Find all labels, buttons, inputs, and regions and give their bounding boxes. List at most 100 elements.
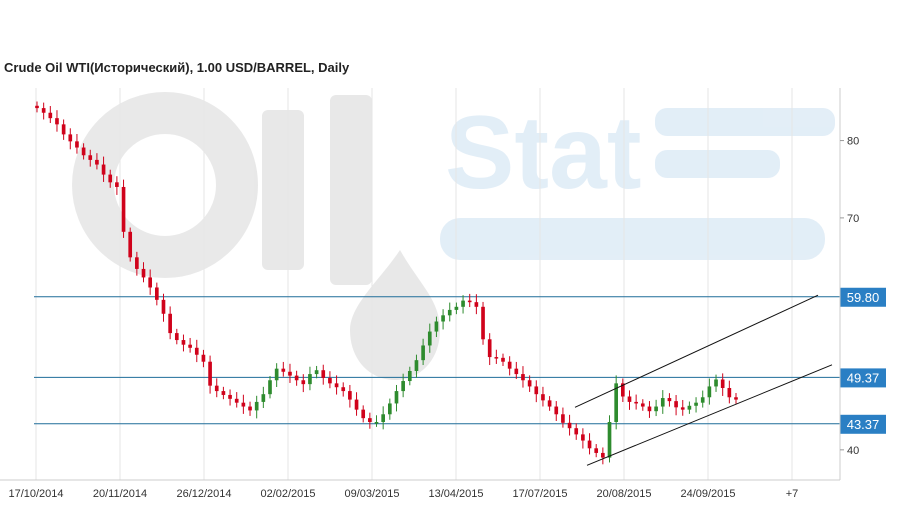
candle-body [48,112,53,119]
candle-body [667,398,672,402]
candle-body [514,368,519,375]
watermark-l-icon [330,95,372,285]
x-tick-label: +7 [786,488,799,500]
candle-body [541,394,545,401]
candle-body [487,339,492,358]
candle-body [288,371,292,376]
candle-body [567,422,572,429]
x-tick-label: 20/11/2014 [93,488,147,500]
level-label-box [840,414,886,434]
x-tick-label: 09/03/2015 [344,488,399,500]
candle-body [128,231,133,258]
x-tick-label: 17/10/2014 [8,488,63,500]
candle-body [654,406,658,412]
candle-body [301,380,306,385]
candle-body [561,414,565,423]
watermark-i-icon [262,110,304,270]
candle-body [481,306,485,340]
axes: 17/10/2014 20/11/2014 26/12/2014 02/02/2015… [0,88,859,500]
candle-body [521,374,525,381]
candle-body [268,380,272,395]
candle-body [341,387,346,392]
candle-body [174,333,179,341]
x-tick-label: 02/02/2015 [260,488,315,500]
candle-body [348,391,352,400]
candle-body [694,402,698,406]
candle-body [81,147,86,156]
candle-body [334,383,339,388]
watermark: Stat [72,92,835,380]
candle-body [421,345,425,361]
candle-body [221,391,226,395]
candle-body [354,399,359,410]
candle-body [507,361,512,369]
gridlines [35,88,793,480]
candle-body [374,422,379,424]
candle-body [714,379,718,387]
candle-body [294,375,299,381]
candle-body [194,347,199,355]
level-label: 43.37 [847,417,880,432]
candle-body [108,174,113,183]
candle-body [427,331,432,346]
candle-body [601,452,605,458]
level-label: 49.37 [847,370,880,385]
candle-body [328,377,332,384]
candle-body [640,403,645,407]
candle-body [547,400,552,407]
candle-body [434,321,439,332]
candles [35,101,738,465]
candle-body [254,401,259,411]
candle-body [181,340,186,345]
candle-body [707,386,712,398]
candle-body [261,394,266,402]
candle-body [447,309,452,316]
candle-body [534,386,539,395]
candle-body [161,299,166,314]
candle-body [594,448,599,453]
candle-body [148,277,153,288]
candle-body [401,381,405,392]
candle-body [581,434,585,441]
x-tick-label: 24/09/2015 [680,488,735,500]
watermark-stat-text: Stat [445,95,641,211]
watermark-o-icon [72,92,258,278]
candle-body [141,268,146,278]
candle-body [454,306,459,310]
candle-body [55,118,59,125]
chart-title: Crude Oil WTI(Исторический), 1.00 USD/BA… [4,60,350,75]
candle-body [101,164,106,175]
candle-body [554,406,559,415]
candle-body [95,159,99,165]
candle-body [168,313,172,334]
candle-body [680,407,685,410]
candle-body [660,398,665,407]
candle-body [634,401,638,404]
candle-body [407,370,412,382]
x-tick-label: 20/08/2015 [596,488,651,500]
candle-body [687,405,692,410]
candle-body [248,406,252,411]
level-lines: 59.80 49.37 43.37 [34,287,886,434]
candle-body [527,380,532,387]
candle-body [647,406,652,412]
watermark-bar-icon [655,108,835,136]
candle-body [115,182,119,187]
candle-body [467,300,472,303]
candle-body [314,370,319,375]
candle-body [727,387,732,398]
candle-body [154,287,159,300]
candle-body [441,315,445,322]
candle-body [308,374,312,385]
candle-body [208,361,212,386]
candle-body [201,354,206,362]
level-label: 59.80 [847,290,880,305]
watermark-bar-icon [655,150,780,178]
candle-body [214,385,219,392]
candle-body [720,379,725,388]
candle-body [461,300,465,307]
candle-body [494,357,499,359]
y-tick-label: 80 [847,136,859,148]
candle-body [574,428,579,435]
